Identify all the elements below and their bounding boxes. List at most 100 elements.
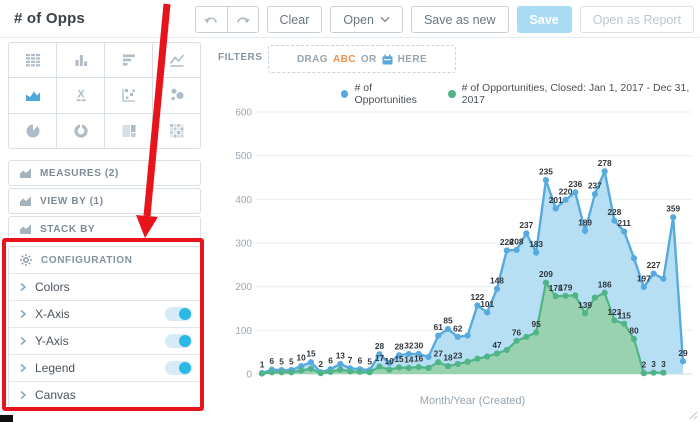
blue-data-point (621, 228, 628, 235)
viz-type-bubble-chart[interactable] (153, 78, 200, 113)
data-label: 211 (618, 218, 632, 228)
chevron-right-icon (20, 309, 27, 319)
data-label: 235 (539, 167, 553, 177)
viz-type-line-chart[interactable] (153, 43, 200, 78)
bucket-view-by[interactable]: VIEW BY (1) (8, 188, 201, 214)
bucket-measures[interactable]: MEASURES (2) (8, 160, 201, 186)
viz-type-heatmap[interactable] (153, 113, 200, 148)
data-label: 28 (375, 341, 385, 351)
blue-data-point (337, 360, 344, 368)
data-label: 201 (549, 195, 563, 205)
data-label: 183 (529, 239, 543, 249)
viz-type-bar-chart[interactable] (105, 43, 152, 78)
config-row-colors[interactable]: Colors (9, 273, 200, 300)
blue-data-point (640, 284, 647, 291)
donut-chart-icon (73, 123, 88, 138)
viz-type-area-chart[interactable] (9, 78, 56, 113)
green-data-point (317, 370, 324, 377)
viz-type-pie-chart[interactable] (9, 113, 56, 148)
y-axis-tick-label: 600 (235, 108, 252, 119)
viz-type-donut-chart[interactable] (57, 113, 104, 148)
clear-button[interactable]: Clear (266, 6, 323, 33)
blue-data-point (376, 351, 383, 358)
chevron-right-icon (20, 363, 27, 373)
config-label-legend: Legend (35, 361, 76, 375)
green-data-point (454, 360, 461, 368)
green-data-point (444, 363, 452, 370)
config-row-x-axis[interactable]: X-Axis (9, 300, 200, 327)
open-as-report-button[interactable]: Open as Report (579, 6, 694, 33)
undo-button[interactable] (195, 7, 227, 32)
data-label: 236 (568, 179, 582, 189)
viz-type-column-chart[interactable] (57, 43, 104, 78)
filter-drop-zone[interactable]: DRAG ABC OR HERE (268, 45, 456, 73)
data-label: 209 (539, 269, 553, 279)
config-row-y-axis[interactable]: Y-Axis (9, 327, 200, 354)
save-button[interactable]: Save (516, 6, 572, 33)
green-data-point (395, 364, 403, 371)
configuration-header: CONFIGURATION (9, 247, 200, 273)
legend-toggle[interactable] (165, 361, 192, 375)
legend-dot (341, 90, 349, 98)
y-axis-tick-label: 400 (235, 195, 252, 206)
blue-data-point (513, 246, 520, 254)
svg-text:X: X (77, 89, 85, 101)
config-row-canvas[interactable]: Canvas (9, 381, 200, 407)
green-data-point (562, 292, 569, 299)
green-data-point (366, 369, 373, 376)
filters-label: FILTERS (218, 52, 263, 63)
blue-area-fill (262, 171, 683, 374)
x-axis-toggle[interactable] (165, 307, 192, 321)
drop-zone-here-text: HERE (397, 53, 428, 65)
blue-data-point (533, 249, 540, 256)
data-label: 6 (328, 356, 333, 366)
viz-type-headline[interactable]: X (57, 78, 104, 113)
y-axis-toggle[interactable] (165, 334, 192, 348)
config-row-legend[interactable]: Legend (9, 354, 200, 381)
green-area-fill (262, 282, 664, 374)
area-chart-icon (20, 196, 31, 206)
bucket-stack-by[interactable]: STACK BY (8, 216, 201, 242)
green-data-point (405, 364, 412, 371)
save-as-new-button[interactable]: Save as new (410, 6, 509, 33)
viz-type-table[interactable] (9, 43, 56, 78)
data-label: 220 (559, 186, 573, 196)
blue-data-point (386, 359, 393, 367)
redo-button[interactable] (226, 7, 258, 32)
blue-data-point (444, 325, 452, 333)
viz-type-scatter-plot[interactable] (105, 78, 152, 113)
green-data-point (621, 320, 628, 327)
blue-data-point (670, 214, 677, 221)
legend-item[interactable]: # of Opportunities, Closed: Jan 1, 2017 … (448, 82, 700, 106)
green-data-point (630, 335, 638, 343)
green-data-point (425, 364, 432, 371)
data-label: 23 (453, 350, 463, 360)
line-chart-icon (169, 54, 184, 67)
data-label: 10 (297, 353, 307, 363)
bar-chart-icon (122, 54, 135, 66)
data-label: 47 (492, 340, 502, 350)
viz-type-treemap[interactable] (105, 113, 152, 148)
data-label: 3 (661, 359, 666, 369)
green-data-point (581, 310, 589, 317)
legend-dot (448, 90, 456, 98)
undo-redo-group (194, 6, 259, 33)
green-data-point (640, 370, 647, 377)
area-chart-icon (25, 89, 40, 102)
green-data-point (278, 369, 285, 376)
legend-item[interactable]: # of Opportunities (341, 82, 432, 106)
blue-data-point (581, 227, 589, 234)
green-data-point (337, 366, 344, 373)
green-data-point (484, 353, 491, 360)
green-data-point (347, 368, 354, 375)
configuration-panel: CONFIGURATION Colors X-Axis Y-Axis Legend Ca… (8, 246, 201, 408)
blue-data-point (307, 359, 315, 366)
data-label: 278 (598, 158, 612, 168)
data-label: 115 (618, 310, 632, 320)
y-axis-tick-label: 0 (246, 370, 252, 381)
redo-arrow-icon (236, 16, 250, 23)
viz-type-picker: X (8, 42, 201, 149)
data-label: 28 (394, 342, 404, 352)
data-label: 123 (608, 307, 622, 317)
open-button[interactable]: Open (330, 6, 403, 33)
